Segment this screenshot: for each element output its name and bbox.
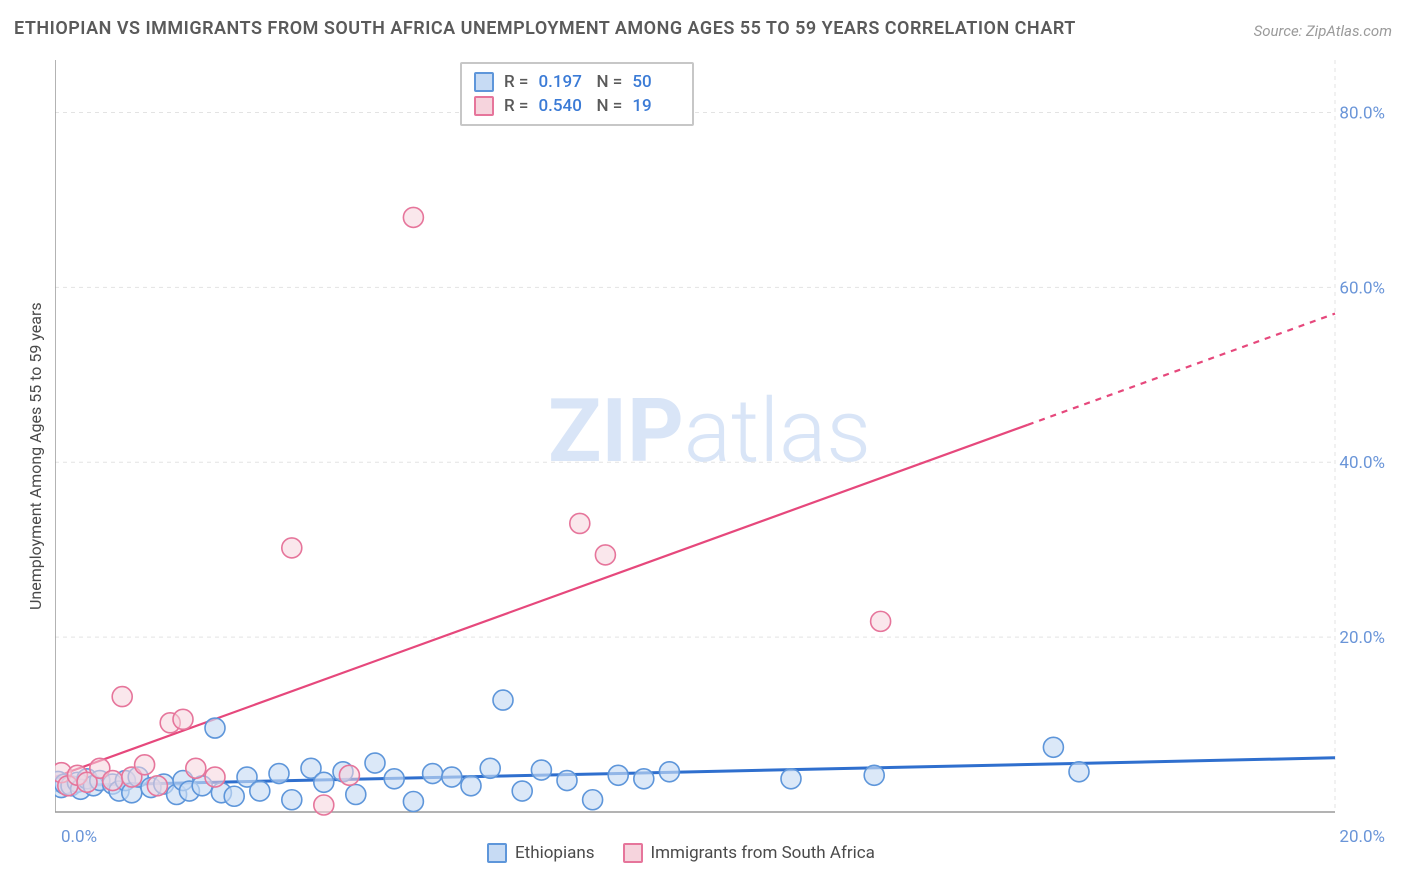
n-value: 50	[632, 72, 680, 92]
r-label: R =	[504, 72, 529, 92]
n-label: N =	[597, 96, 623, 116]
svg-text:40.0%: 40.0%	[1339, 453, 1385, 473]
legend-label: Immigrants from South Africa	[651, 843, 875, 863]
svg-text:0.0%: 0.0%	[61, 827, 97, 847]
r-value: 0.197	[539, 72, 587, 92]
legend-item: Immigrants from South Africa	[623, 843, 875, 863]
svg-text:80.0%: 80.0%	[1339, 103, 1385, 123]
stats-row: R = 0.540 N = 19	[474, 94, 680, 118]
r-value: 0.540	[539, 96, 587, 116]
r-label: R =	[504, 96, 529, 116]
series-swatch	[487, 843, 507, 863]
chart-title: ETHIOPIAN VS IMMIGRANTS FROM SOUTH AFRIC…	[14, 18, 1076, 39]
source-label: Source: ZipAtlas.com	[1254, 22, 1392, 40]
legend-label: Ethiopians	[515, 843, 595, 863]
n-value: 19	[632, 96, 680, 116]
stats-legend-box: R = 0.197 N = 50 R = 0.540 N = 19	[460, 62, 694, 126]
stats-row: R = 0.197 N = 50	[474, 70, 680, 94]
svg-text:60.0%: 60.0%	[1339, 278, 1385, 298]
series-legend: Ethiopians Immigrants from South Africa	[487, 843, 875, 863]
y-axis-label: Unemployment Among Ages 55 to 59 years	[26, 302, 45, 610]
series-swatch	[623, 843, 643, 863]
svg-text:20.0%: 20.0%	[1339, 827, 1385, 847]
legend-item: Ethiopians	[487, 843, 595, 863]
series-swatch	[474, 96, 494, 116]
plot-area: 20.0% 40.0% 60.0% 80.0% 0.0% 20.0%	[55, 60, 1395, 882]
n-label: N =	[597, 72, 623, 92]
series-swatch	[474, 72, 494, 92]
correlation-chart: ETHIOPIAN VS IMMIGRANTS FROM SOUTH AFRIC…	[0, 0, 1406, 892]
svg-text:20.0%: 20.0%	[1339, 628, 1385, 648]
